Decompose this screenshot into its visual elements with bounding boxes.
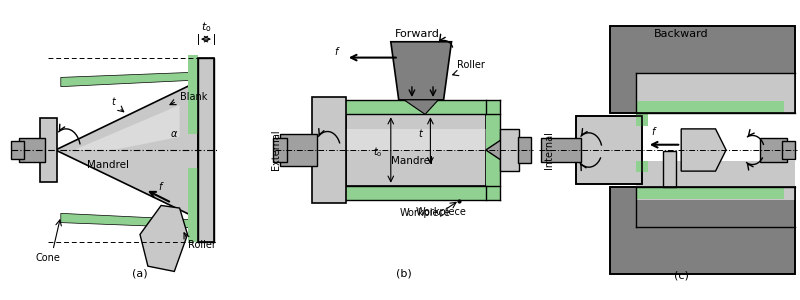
Text: Backward: Backward [654, 28, 709, 39]
Bar [187, 169, 198, 242]
Bar [280, 134, 317, 166]
Text: Roller: Roller [457, 60, 485, 70]
Text: External: External [271, 130, 281, 170]
Bar [662, 151, 676, 187]
Bar [576, 116, 642, 184]
Bar [346, 100, 491, 114]
Bar [18, 138, 45, 162]
Bar [518, 137, 530, 163]
Bar [782, 141, 794, 159]
Bar [312, 97, 346, 203]
Text: $t_{\rm o}$: $t_{\rm o}$ [374, 145, 383, 159]
Polygon shape [391, 42, 451, 100]
Bar [187, 55, 198, 134]
Bar [346, 186, 491, 200]
Polygon shape [404, 100, 438, 114]
Text: Mandrel: Mandrel [391, 156, 433, 166]
Bar [542, 138, 581, 162]
Text: $f$: $f$ [651, 125, 658, 137]
Text: $\alpha$: $\alpha$ [170, 129, 178, 139]
Text: $f$: $f$ [158, 180, 165, 192]
Bar [610, 187, 794, 274]
Text: Mandrel: Mandrel [87, 160, 130, 170]
Text: Cone: Cone [35, 253, 60, 263]
Bar [636, 160, 648, 172]
Bar [610, 26, 794, 113]
Text: (b): (b) [396, 269, 412, 279]
Bar [636, 101, 784, 113]
Bar [636, 113, 648, 126]
Text: Blank: Blank [180, 92, 207, 102]
Text: Workpiece: Workpiece [400, 208, 450, 218]
Bar [198, 58, 214, 242]
Bar [636, 160, 794, 200]
Bar [500, 129, 519, 171]
Bar [198, 58, 214, 242]
Text: Forward: Forward [394, 28, 440, 39]
Polygon shape [55, 81, 198, 219]
Text: (a): (a) [132, 269, 148, 279]
Bar [274, 138, 286, 162]
Bar [636, 74, 794, 113]
Polygon shape [74, 105, 180, 150]
Bar [636, 187, 784, 199]
Bar [486, 100, 500, 200]
Text: $t_{\rm o}$: $t_{\rm o}$ [201, 20, 211, 34]
Text: (c): (c) [674, 270, 689, 280]
Bar [760, 138, 786, 162]
Text: Workpiece: Workpiece [415, 207, 466, 217]
Polygon shape [486, 140, 502, 160]
Polygon shape [682, 129, 726, 171]
Text: Roller: Roller [187, 240, 215, 250]
Bar [10, 141, 24, 159]
Bar [346, 129, 486, 150]
Polygon shape [61, 72, 198, 87]
Bar [610, 26, 794, 113]
Text: $t$: $t$ [418, 127, 424, 139]
Bar [40, 118, 57, 182]
Text: $t$: $t$ [110, 95, 117, 107]
Bar [346, 114, 486, 186]
Polygon shape [140, 206, 187, 272]
Polygon shape [61, 213, 198, 228]
Bar [576, 116, 642, 184]
Text: Internal: Internal [544, 131, 554, 169]
Text: $f$: $f$ [334, 45, 341, 57]
Bar [610, 187, 794, 274]
